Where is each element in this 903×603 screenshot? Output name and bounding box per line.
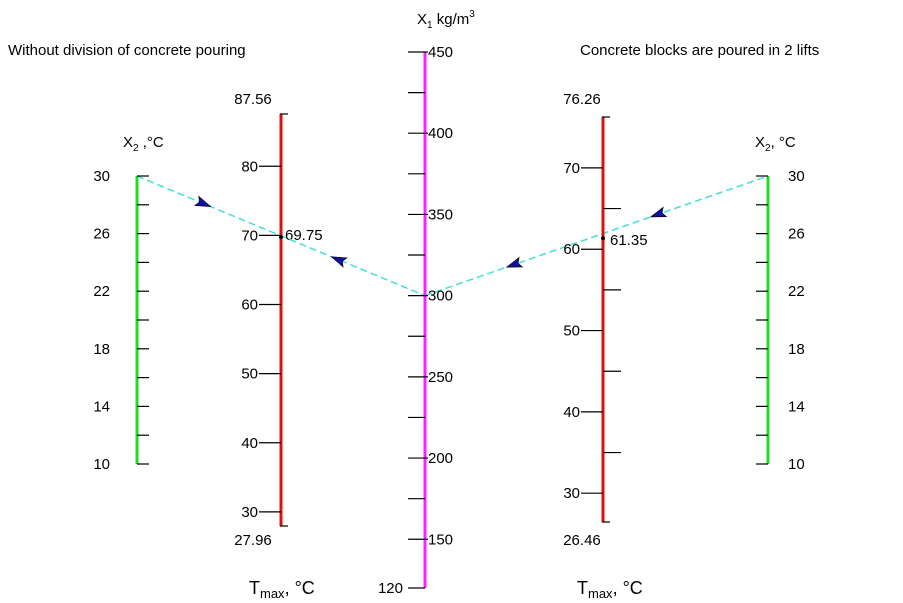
left-x2-axis-tick-label: 14: [93, 398, 110, 415]
left-x2-label-x: X: [123, 134, 133, 151]
center-axis-tick-label: 250: [428, 369, 453, 386]
right-x2-axis-tick-label: 10: [788, 456, 805, 473]
right-x2-label-x: X: [755, 134, 765, 151]
center-axis-tick-label: 450: [428, 44, 453, 61]
left-x2-label-sub: 2: [133, 143, 139, 154]
center-axis-tick-label: 300: [428, 288, 453, 305]
left-tmax-axis-tick-label: 80: [241, 158, 258, 175]
right-tmax-label-unit: , °C: [613, 578, 643, 598]
right-tmax-axis-tick-label: 50: [563, 323, 580, 340]
left-tmax-axis-result-marker: [279, 235, 283, 240]
right-x2-axis-tick-label: 22: [788, 283, 805, 300]
arrow-left-2: [330, 256, 348, 268]
arrow-right-2: [649, 206, 668, 218]
right-x2-axis-label: X2, °C: [755, 134, 796, 154]
center-axis-tick-label: 400: [428, 125, 453, 142]
center-axis-label: X1 kg/m3: [417, 9, 475, 31]
arrow-right-1: [505, 256, 524, 268]
center-axis-label-sup: 3: [469, 9, 475, 20]
right-x2-axis-tick-label: 26: [788, 226, 805, 243]
right-tmax-axis-label: Tmax, °C: [577, 578, 643, 601]
center-axis-label-unit: kg/m: [433, 11, 470, 28]
left-tmax-axis-tick-label: 40: [241, 435, 258, 452]
center-axis-label-x: X: [417, 11, 427, 28]
right-tmax-label-sub: max: [588, 586, 613, 601]
left-tmax-label-unit: , °C: [285, 578, 315, 598]
left-tmax-label-sub: max: [260, 586, 285, 601]
center-axis-tick-label: 200: [428, 450, 453, 467]
axes: 4504003503002502001501203026221814103026…: [93, 44, 804, 597]
right-tmax-axis-tick-label: 60: [563, 241, 580, 258]
left-x2-axis-tick-label: 22: [93, 283, 110, 300]
left-tmax-axis-label: Tmax, °C: [249, 578, 315, 601]
right-tmax-top-label: 76.26: [563, 91, 601, 108]
left-x2-label-unit: ,°C: [139, 134, 164, 151]
right-tmax-axis-tick-label: 40: [563, 404, 580, 421]
center-axis-tick-label: 350: [428, 206, 453, 223]
left-x2-axis-tick-label: 18: [93, 341, 110, 358]
right-tmax-bottom-label: 26.46: [563, 532, 601, 549]
left-tmax-axis-tick-label: 50: [241, 366, 258, 383]
right-tmax-axis-tick-label: 30: [563, 485, 580, 502]
left-x2-axis-tick-label: 10: [93, 456, 110, 473]
left-tmax-axis-tick-label: 70: [241, 227, 258, 244]
isopleth-lines: [136, 175, 769, 297]
right-x2-axis-tick-label: 14: [788, 398, 805, 415]
center-axis-tick-label: 120: [378, 580, 403, 597]
center-axis-tick-label: 150: [428, 531, 453, 548]
right-tmax-label-t: T: [577, 578, 588, 598]
center-axis-label-sub: 1: [427, 20, 433, 31]
right-x2-axis-tick-label: 18: [788, 341, 805, 358]
left-tmax-axis-tick-label: 30: [241, 504, 258, 521]
left-result-label: 69.75: [285, 227, 323, 244]
direction-arrows: [194, 195, 668, 268]
right-x2-label-unit: , °C: [771, 134, 796, 151]
left-tmax-axis-tick-label: 60: [241, 297, 258, 314]
left-panel-title: Without division of concrete pouring: [8, 42, 246, 59]
left-x2-axis-tick-label: 30: [93, 168, 110, 185]
right-tmax-axis-result-marker: [601, 236, 605, 241]
arrow-left-1: [194, 195, 212, 207]
left-x2-axis-label: X2 ,°C: [123, 134, 164, 154]
right-x2-axis-tick-label: 30: [788, 168, 805, 185]
isopleth-right-line: [424, 175, 769, 297]
right-tmax-axis-tick-label: 70: [563, 160, 580, 177]
left-tmax-bottom-label: 27.96: [234, 532, 272, 549]
right-panel-title: Concrete blocks are poured in 2 lifts: [580, 42, 819, 59]
right-x2-label-sub: 2: [765, 143, 771, 154]
right-result-label: 61.35: [610, 232, 648, 249]
left-tmax-top-label: 87.56: [234, 91, 272, 108]
left-tmax-label-t: T: [249, 578, 260, 598]
left-x2-axis-tick-label: 26: [93, 226, 110, 243]
